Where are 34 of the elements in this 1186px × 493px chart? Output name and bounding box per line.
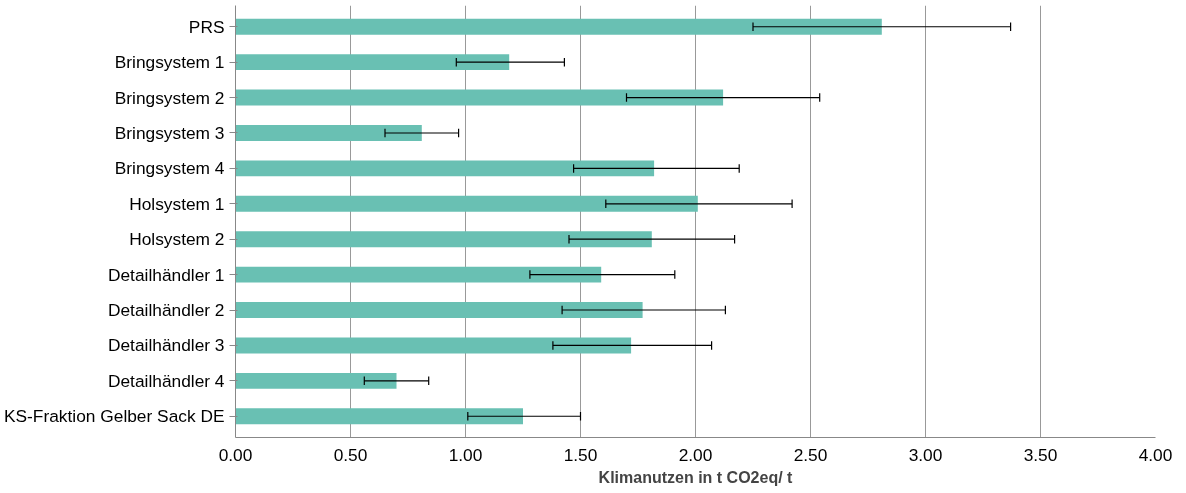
bar: [235, 54, 510, 71]
y-tick-label: PRS: [188, 16, 225, 37]
x-tick-label: 0.50: [333, 444, 368, 465]
y-tick-label: Holsystem 1: [129, 193, 225, 214]
x-tick-label: 2.00: [678, 444, 713, 465]
y-tick-label: Detailhändler 2: [107, 300, 225, 321]
y-tick-label: Bringsystem 1: [114, 52, 225, 73]
x-tick-label: 3.00: [908, 444, 943, 465]
bar: [235, 125, 422, 141]
y-tick-label: Holsystem 2: [129, 229, 225, 250]
bar: [235, 372, 397, 389]
bar: [235, 337, 632, 354]
bar: [235, 266, 602, 283]
x-tick-label: 2.50: [793, 444, 828, 465]
x-tick-label: 4.00: [1138, 444, 1173, 465]
bar: [235, 160, 655, 177]
bar: [235, 302, 643, 318]
bar: [235, 195, 698, 212]
y-tick-label: Bringsystem 2: [114, 87, 225, 108]
x-tick-label: 3.50: [1023, 444, 1058, 465]
bar: [235, 18, 882, 35]
bar: [235, 408, 523, 425]
bar: [235, 231, 652, 248]
x-tick-label: 1.00: [448, 444, 483, 465]
x-axis-title: Klimanutzen in t CO2eq/ t: [598, 468, 794, 486]
y-tick-label: Bringsystem 3: [114, 122, 225, 143]
y-tick-label: KS-Fraktion Gelber Sack DE: [3, 406, 225, 427]
bar: [235, 89, 724, 106]
y-tick-label: Bringsystem 4: [114, 158, 225, 179]
y-tick-label: Detailhändler 4: [107, 370, 225, 391]
x-tick-label: 1.50: [563, 444, 598, 465]
y-tick-label: Detailhändler 3: [107, 335, 225, 356]
y-tick-label: Detailhändler 1: [107, 264, 225, 285]
x-tick-label: 0.00: [218, 444, 253, 465]
